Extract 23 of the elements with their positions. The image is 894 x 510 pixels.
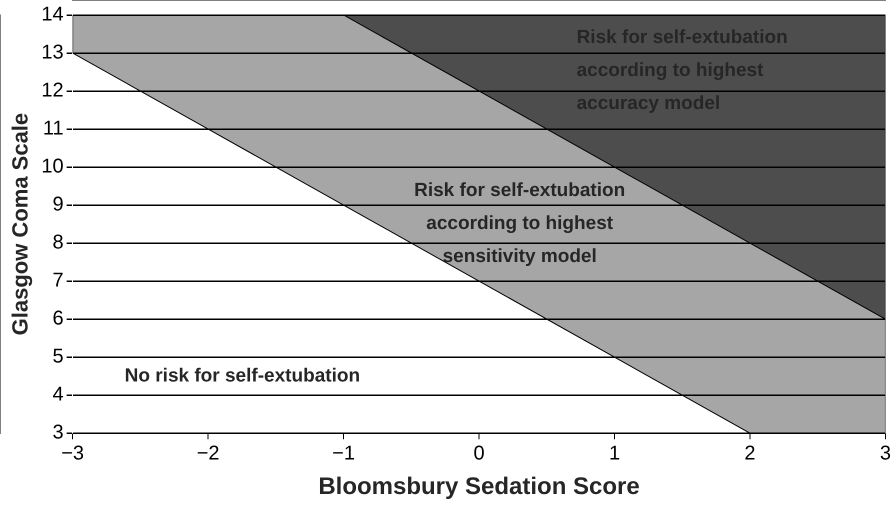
y-tick-label: 5 [52, 346, 64, 368]
y-tick-label: 11 [42, 118, 64, 140]
x-tick-label: 2 [744, 442, 756, 465]
y-axis-title: Glasgow Coma Scale [7, 112, 32, 336]
y-tick-label: 6 [52, 308, 64, 330]
x-tick-label: 3 [880, 442, 891, 465]
y-tick-label: 10 [41, 156, 64, 178]
y-tick-label: 14 [41, 4, 64, 26]
x-tick-label: −3 [61, 442, 84, 465]
x-axis-title: Bloomsbury Sedation Score [318, 473, 640, 500]
annotation: No risk for self-extubation [124, 366, 360, 387]
x-tick-label: −1 [332, 442, 355, 465]
y-tick-label: 3 [52, 422, 64, 444]
y-tick-label: 4 [52, 384, 64, 406]
y-tick-label: 12 [41, 80, 64, 102]
x-tick-label: 1 [608, 442, 620, 465]
y-tick-label: 13 [41, 42, 64, 64]
x-tick-label: −2 [196, 442, 220, 465]
y-tick-label: 8 [52, 232, 64, 254]
annotation: Risk for self-extubation according to highest sensitivity model [414, 180, 626, 267]
y-tick-label: 9 [52, 194, 64, 216]
x-tick-label: 0 [473, 442, 485, 465]
y-tick-label: 7 [52, 270, 64, 292]
